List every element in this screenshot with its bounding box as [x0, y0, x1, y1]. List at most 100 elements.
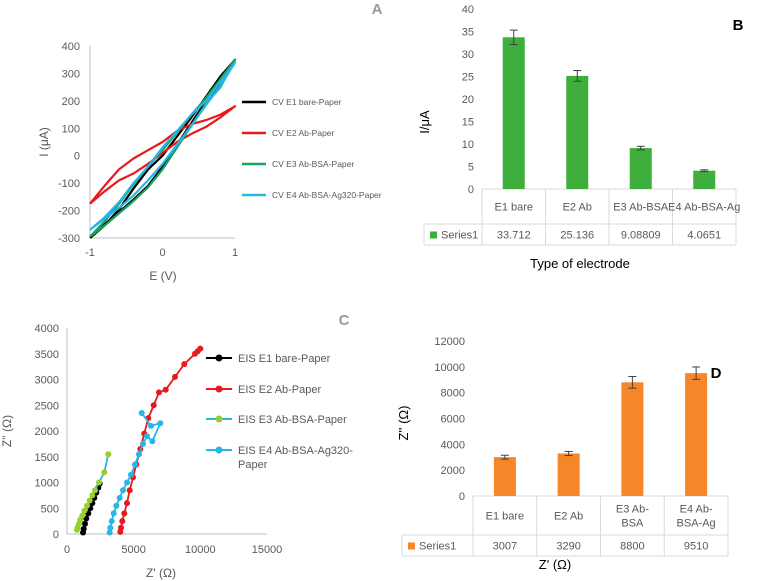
x-tick-label: 0 [64, 544, 70, 556]
category-label: E1 bare [494, 202, 533, 214]
legend-key [408, 542, 415, 550]
data-point [124, 479, 130, 486]
data-point [116, 494, 123, 501]
bar [685, 373, 708, 496]
data-point [89, 492, 96, 499]
data-point [124, 500, 130, 507]
legend-key [430, 231, 437, 239]
data-point [150, 402, 157, 409]
y-tick-label: 500 [41, 503, 59, 515]
y-tick-label: 400 [62, 41, 80, 53]
y-tick-label: 1000 [35, 478, 59, 490]
table-value: 3007 [493, 541, 517, 553]
y-tick-label: 0 [468, 184, 474, 196]
data-point [110, 510, 117, 517]
y-tick-label: 0 [459, 491, 465, 503]
eis-series-line [119, 347, 201, 533]
data-point [96, 479, 102, 486]
data-point [119, 518, 126, 525]
data-point [156, 389, 162, 396]
data-point [105, 451, 112, 458]
panel-c-eis-chart: C 0 500 1000 1500 2000 2500 3000 3500 4000 0 5000 10… [0, 312, 353, 580]
bar [502, 37, 525, 189]
data-point [149, 438, 156, 445]
cv-series-line [89, 61, 237, 231]
y-tick-label: 100 [62, 123, 80, 135]
data-point [132, 461, 138, 468]
category-label: E4 Ab-BSA-Ag [668, 202, 740, 214]
category-label: E4 Ab- [680, 504, 713, 516]
y-axis-label: Z'' (Ω) [396, 406, 411, 441]
category-label: E2 Ab [554, 511, 583, 523]
table-value: 33.712 [497, 230, 531, 242]
legend-marker [215, 415, 223, 423]
data-point [84, 502, 90, 509]
y-axis-label: I/μA [417, 110, 432, 134]
legend-entry: EIS E4 Ab-BSA-Ag320- [238, 445, 353, 457]
data-point [140, 440, 146, 447]
data-point [181, 361, 188, 368]
series-name: Series1 [441, 230, 478, 242]
data-point [148, 422, 154, 429]
x-axis-label: E (V) [149, 269, 176, 283]
category-label: BSA [621, 518, 644, 530]
y-tick-label: 0 [53, 529, 59, 541]
x-axis-label: Z' (Ω) [146, 566, 176, 580]
legend-entry: CV E3 Ab-BSA-Paper [272, 159, 354, 169]
bar [621, 382, 644, 496]
data-point [80, 525, 87, 532]
legend-marker [215, 446, 223, 454]
data-point [120, 487, 126, 494]
y-tick-label: 4000 [441, 439, 465, 451]
y-tick-label: 0 [74, 151, 80, 163]
y-tick-label: 2000 [441, 465, 465, 477]
legend-entry: EIS E2 Ab-Paper [238, 384, 321, 396]
panel-label-c: C [339, 312, 350, 329]
data-point [138, 410, 145, 416]
bar [557, 453, 580, 496]
data-point [92, 487, 98, 494]
y-tick-label: 4000 [35, 323, 59, 335]
data-point [194, 348, 201, 355]
data-point [82, 520, 88, 527]
panel-b-bar-chart: B 0 5 10 15 20 25 30 35 40 I/μA E1 bare 33.712 E2 Ab 2… [417, 4, 744, 271]
data-point [121, 510, 128, 517]
data-point [126, 487, 133, 494]
x-tick-label: 0 [159, 247, 165, 259]
panel-label-a: A [372, 1, 383, 18]
panel-d-bar-chart: D 0 2000 4000 6000 8000 10000 12000 Z'' (Ω) E1 ba… [396, 336, 729, 572]
table-value: 9.08809 [621, 230, 661, 242]
legend-entry: CV E4 Ab-BSA-Ag320-Paper [272, 190, 382, 200]
panel-label-b: B [733, 17, 744, 34]
data-point [106, 529, 113, 536]
category-label: BSA-Ag [677, 518, 716, 530]
y-tick-label: 1500 [35, 452, 59, 464]
y-tick-label: 2000 [35, 426, 59, 438]
table-value: 3290 [556, 541, 580, 553]
y-tick-label: 25 [462, 72, 474, 84]
table-value: 4.0651 [687, 230, 721, 242]
table-value: 8800 [620, 541, 644, 553]
data-point [144, 433, 150, 440]
y-tick-label: 10 [462, 139, 474, 151]
y-tick-label: 20 [462, 94, 474, 106]
y-tick-label: -100 [58, 178, 80, 190]
y-tick-label: 200 [62, 96, 80, 108]
table-value: 9510 [684, 541, 708, 553]
y-axis-label: I (μA) [37, 127, 51, 157]
legend-entry-cont: Paper [238, 459, 268, 471]
category-label: E3 Ab- [616, 504, 649, 516]
y-tick-label: 2500 [35, 400, 59, 412]
data-point [136, 451, 142, 458]
data-point [128, 471, 134, 478]
y-tick-label: 6000 [441, 414, 465, 426]
category-label: E2 Ab [563, 202, 592, 214]
x-tick-label: 5000 [121, 544, 145, 556]
x-axis-label: Z' (Ω) [539, 557, 571, 572]
panel-a-cv-chart: A -300 -200 -100 0 100 200 300 400 -1 0 1 E (V) I (μA… [37, 1, 383, 283]
y-tick-label: 300 [62, 68, 80, 80]
data-point [81, 507, 88, 514]
y-tick-label: 3500 [35, 349, 59, 361]
table-value: 25.136 [560, 230, 594, 242]
